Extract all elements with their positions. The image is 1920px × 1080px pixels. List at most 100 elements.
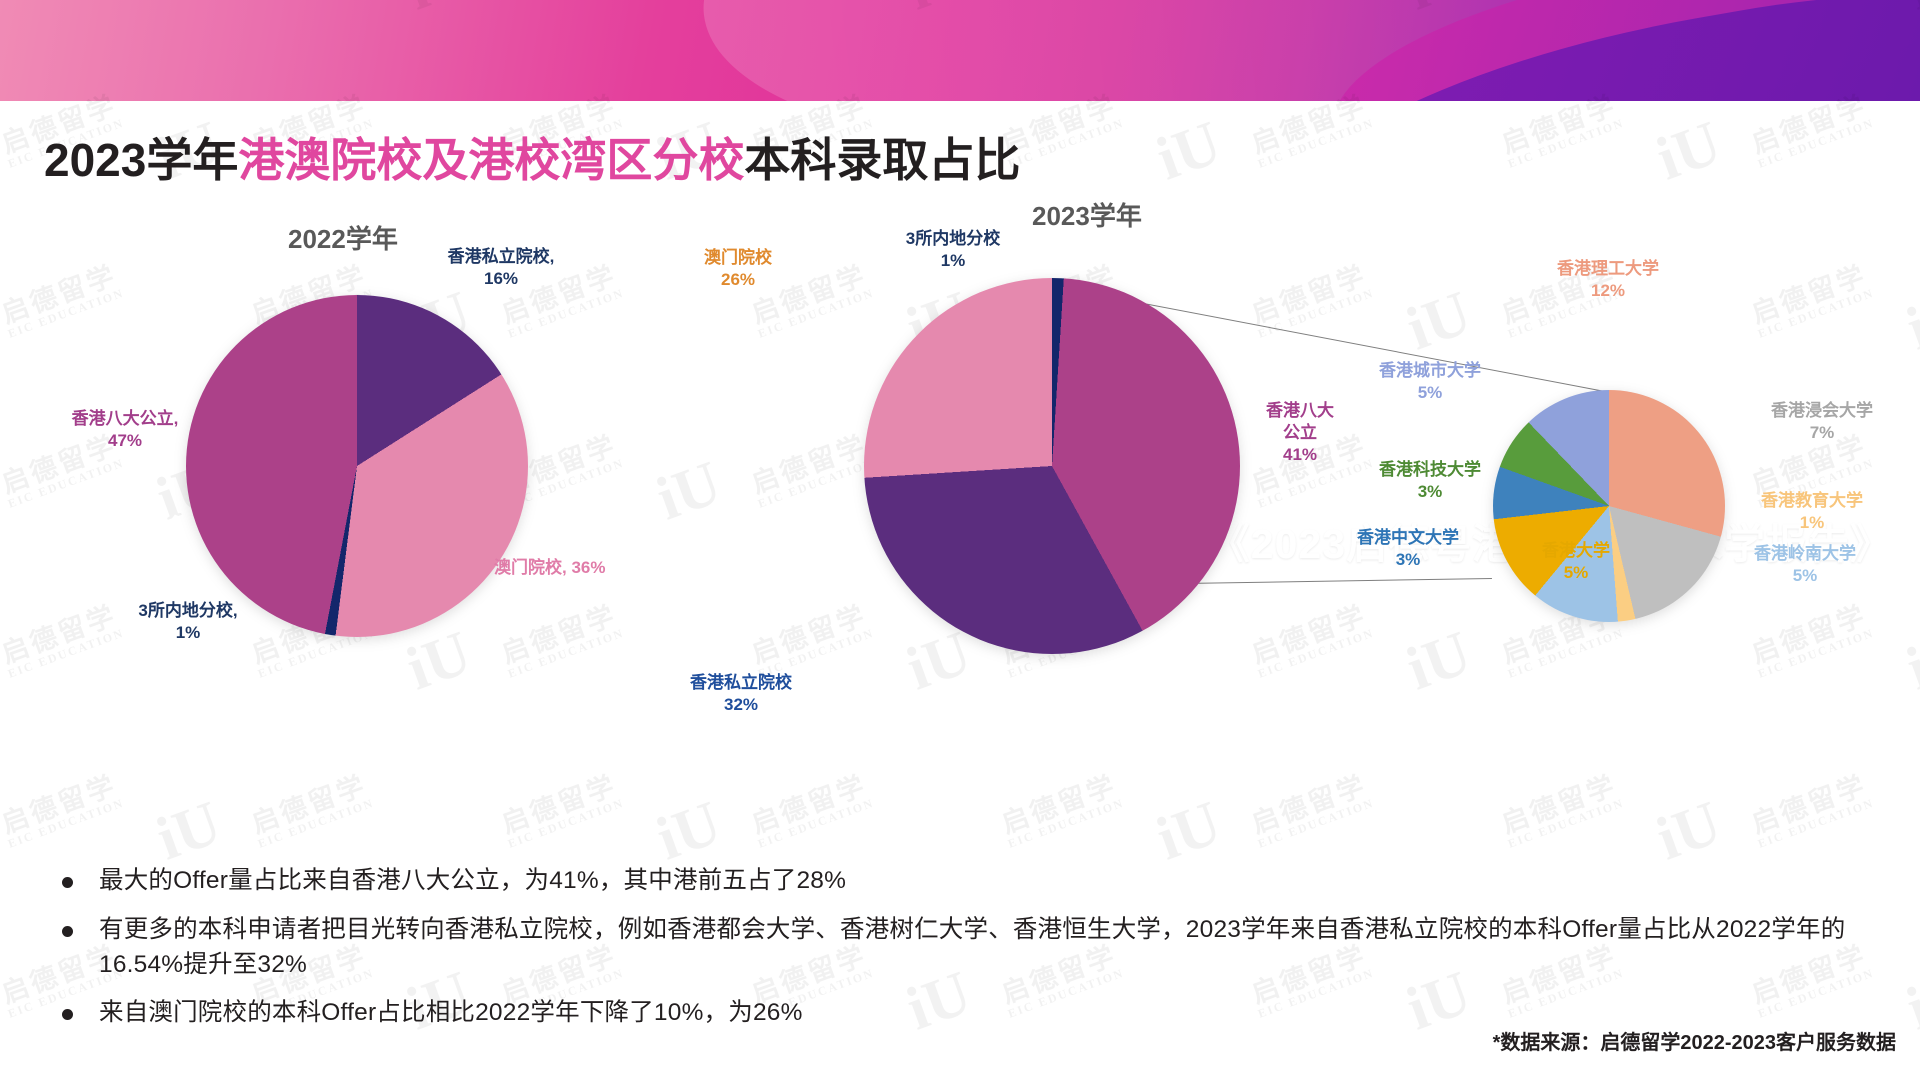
list-item: 最大的Offer量占比来自香港八大公立，为41%，其中港前五占了28%	[62, 864, 1872, 899]
label-text-line2: 公立	[1283, 422, 1317, 442]
hk8-label-hku: 香港大学 5%	[1496, 540, 1656, 584]
watermark-glyph-icon: iU	[648, 448, 730, 534]
bullet-text: 有更多的本科申请者把目光转向香港私立院校，例如香港都会大学、香港树仁大学、香港恒…	[99, 915, 1846, 978]
watermark-glyph-icon: iU	[1648, 788, 1730, 874]
pie2022-label-mainland-branches: 3所内地分校, 1%	[78, 600, 298, 644]
label-pct: 3%	[1417, 481, 1443, 501]
label-pct: 1%	[175, 622, 201, 642]
pie2022-label-macau: 澳门院校, 36%	[494, 557, 605, 579]
label-text: 香港私立院校,	[447, 247, 555, 266]
watermark-glyph-icon: iU	[1148, 788, 1230, 874]
hk8-label-eduhk: 香港教育大学 1%	[1712, 490, 1912, 534]
page-title: 2023学年港澳院校及港校湾区分校本科录取占比	[44, 124, 1020, 190]
label-pct: 32%	[723, 694, 759, 714]
label-text: 香港理工大学	[1557, 259, 1659, 278]
pie-chart-hk8-breakdown	[1493, 390, 1725, 622]
label-text: 香港私立院校	[690, 673, 792, 692]
chart-title-2023: 2023学年	[1032, 201, 1142, 231]
label-text: 3所内地分校,	[138, 601, 238, 620]
label-text: 香港岭南大学	[1754, 544, 1856, 563]
page-title-part3: 本科录取占比	[744, 134, 1021, 186]
watermark-glyph-icon: iU	[1898, 618, 1920, 704]
hk8-label-cuhk: 香港中文大学 3%	[1308, 527, 1508, 571]
label-text: 香港八大	[1266, 401, 1334, 420]
label-pct: 16%	[483, 268, 519, 288]
pie-chart-2022	[186, 295, 528, 637]
label-pct: 41%	[1282, 444, 1318, 464]
watermark-glyph-icon: iU	[1648, 108, 1730, 194]
pie-chart-2023	[864, 278, 1240, 654]
pie2023-label-macau: 澳门院校 26%	[648, 247, 828, 291]
label-pct: 1%	[940, 250, 966, 270]
list-item: 有更多的本科申请者把目光转向香港私立院校，例如香港都会大学、香港树仁大学、香港恒…	[62, 913, 1872, 983]
watermark-glyph-icon: iU	[148, 788, 230, 874]
bullet-text: 最大的Offer量占比来自香港八大公立，为41%，其中港前五占了28%	[99, 867, 847, 894]
watermark-glyph-icon: iU	[648, 788, 730, 874]
hk8-label-cityu: 香港城市大学 5%	[1330, 360, 1530, 404]
label-text: 香港教育大学	[1761, 491, 1863, 510]
pie2022-label-hk-private: 香港私立院校, 16%	[386, 246, 616, 290]
label-text: 香港中文大学	[1357, 528, 1459, 547]
label-pct: 5%	[1792, 565, 1818, 585]
label-pct: 7%	[1809, 422, 1835, 442]
label-pct: 5%	[1417, 382, 1443, 402]
watermark-glyph-icon: iU	[1398, 278, 1480, 364]
label-pct: 5%	[1563, 562, 1589, 582]
label-text: 澳门院校, 36%	[494, 558, 606, 577]
header-band	[0, 0, 1920, 101]
label-text: 香港科技大学	[1379, 460, 1481, 479]
hk8-label-hkust: 香港科技大学 3%	[1330, 459, 1530, 503]
hk8-label-polyu: 香港理工大学 12%	[1498, 258, 1718, 302]
pie2022-label-hk8-public: 香港八大公立, 47%	[20, 408, 230, 452]
label-text: 香港八大公立,	[71, 409, 179, 428]
page-title-part1: 2023学年	[44, 134, 239, 186]
label-text: 3所内地分校	[905, 229, 1001, 248]
bullet-dot-icon	[62, 877, 73, 888]
chart-title-2022: 2022学年	[288, 224, 398, 254]
label-text: 香港浸会大学	[1771, 401, 1873, 420]
label-text: 香港城市大学	[1379, 361, 1481, 380]
pie2023-label-hk-private: 香港私立院校 32%	[636, 672, 846, 716]
page-title-part2: 港澳院校及港校湾区分校	[238, 134, 745, 186]
label-pct: 47%	[107, 430, 143, 450]
label-text: 香港大学	[1542, 541, 1610, 560]
label-pct: 3%	[1395, 549, 1421, 569]
data-source-note: *数据来源：启德留学2022-2023客户服务数据	[1492, 1032, 1896, 1054]
label-pct: 12%	[1590, 280, 1626, 300]
hk8-label-hkbu: 香港浸会大学 7%	[1722, 400, 1920, 444]
bullet-dot-icon	[62, 925, 73, 937]
pie2023-label-hk8-public: 香港八大 公立 41%	[1240, 400, 1360, 465]
pie2023-label-mainland-branches: 3所内地分校 1%	[828, 228, 1078, 272]
watermark-glyph-icon: iU	[1898, 958, 1920, 1044]
bullet-dot-icon	[62, 1009, 73, 1021]
label-pct: 26%	[720, 269, 756, 289]
hk8-label-lingnan: 香港岭南大学 5%	[1700, 543, 1910, 587]
label-pct: 1%	[1799, 512, 1825, 532]
watermark-glyph-icon: iU	[1148, 108, 1230, 194]
bullet-list: 最大的Offer量占比来自香港八大公立，为41%，其中港前五占了28% 有更多的…	[62, 864, 1872, 1045]
label-text: 澳门院校	[704, 248, 772, 267]
logo-mark-icon	[60, 512, 120, 568]
watermark-glyph-icon: iU	[398, 618, 480, 704]
watermark-glyph-icon: iU	[1398, 618, 1480, 704]
list-item: 来自澳门院校的本科Offer占比相比2022学年下降了10%，为26%	[62, 996, 1872, 1031]
